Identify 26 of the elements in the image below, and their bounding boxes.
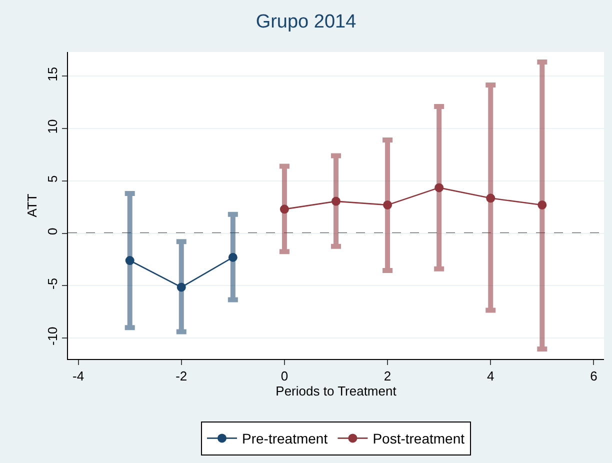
point	[280, 204, 289, 214]
point	[383, 200, 392, 210]
x-axis-title: Periods to Treatment	[276, 384, 397, 399]
y-tick-label: -10	[44, 326, 60, 346]
x-tick-label: 0	[280, 368, 288, 384]
y-tick-label: 15	[44, 66, 60, 82]
x-tick-label: -4	[72, 368, 84, 384]
y-tick-label: 10	[44, 119, 60, 134]
x-tick-label: -2	[176, 368, 188, 384]
point	[176, 282, 186, 292]
x-tick-label: 2	[384, 368, 392, 384]
y-axis-title: ATT	[24, 194, 40, 218]
y-tick-label: 0	[44, 228, 60, 235]
chart-title: Grupo 2014	[256, 11, 357, 32]
legend-label: Post-treatment	[372, 430, 465, 447]
point	[486, 194, 496, 203]
point	[434, 183, 444, 192]
legend-label: Pre-treatment	[242, 430, 328, 447]
point	[228, 252, 238, 262]
x-tick-label: 6	[590, 368, 598, 384]
y-tick-label: 5	[44, 175, 60, 183]
x-tick-label: 4	[487, 368, 494, 384]
point	[332, 196, 340, 206]
point	[538, 200, 547, 210]
y-tick-label: -5	[44, 278, 60, 290]
point	[125, 256, 134, 266]
